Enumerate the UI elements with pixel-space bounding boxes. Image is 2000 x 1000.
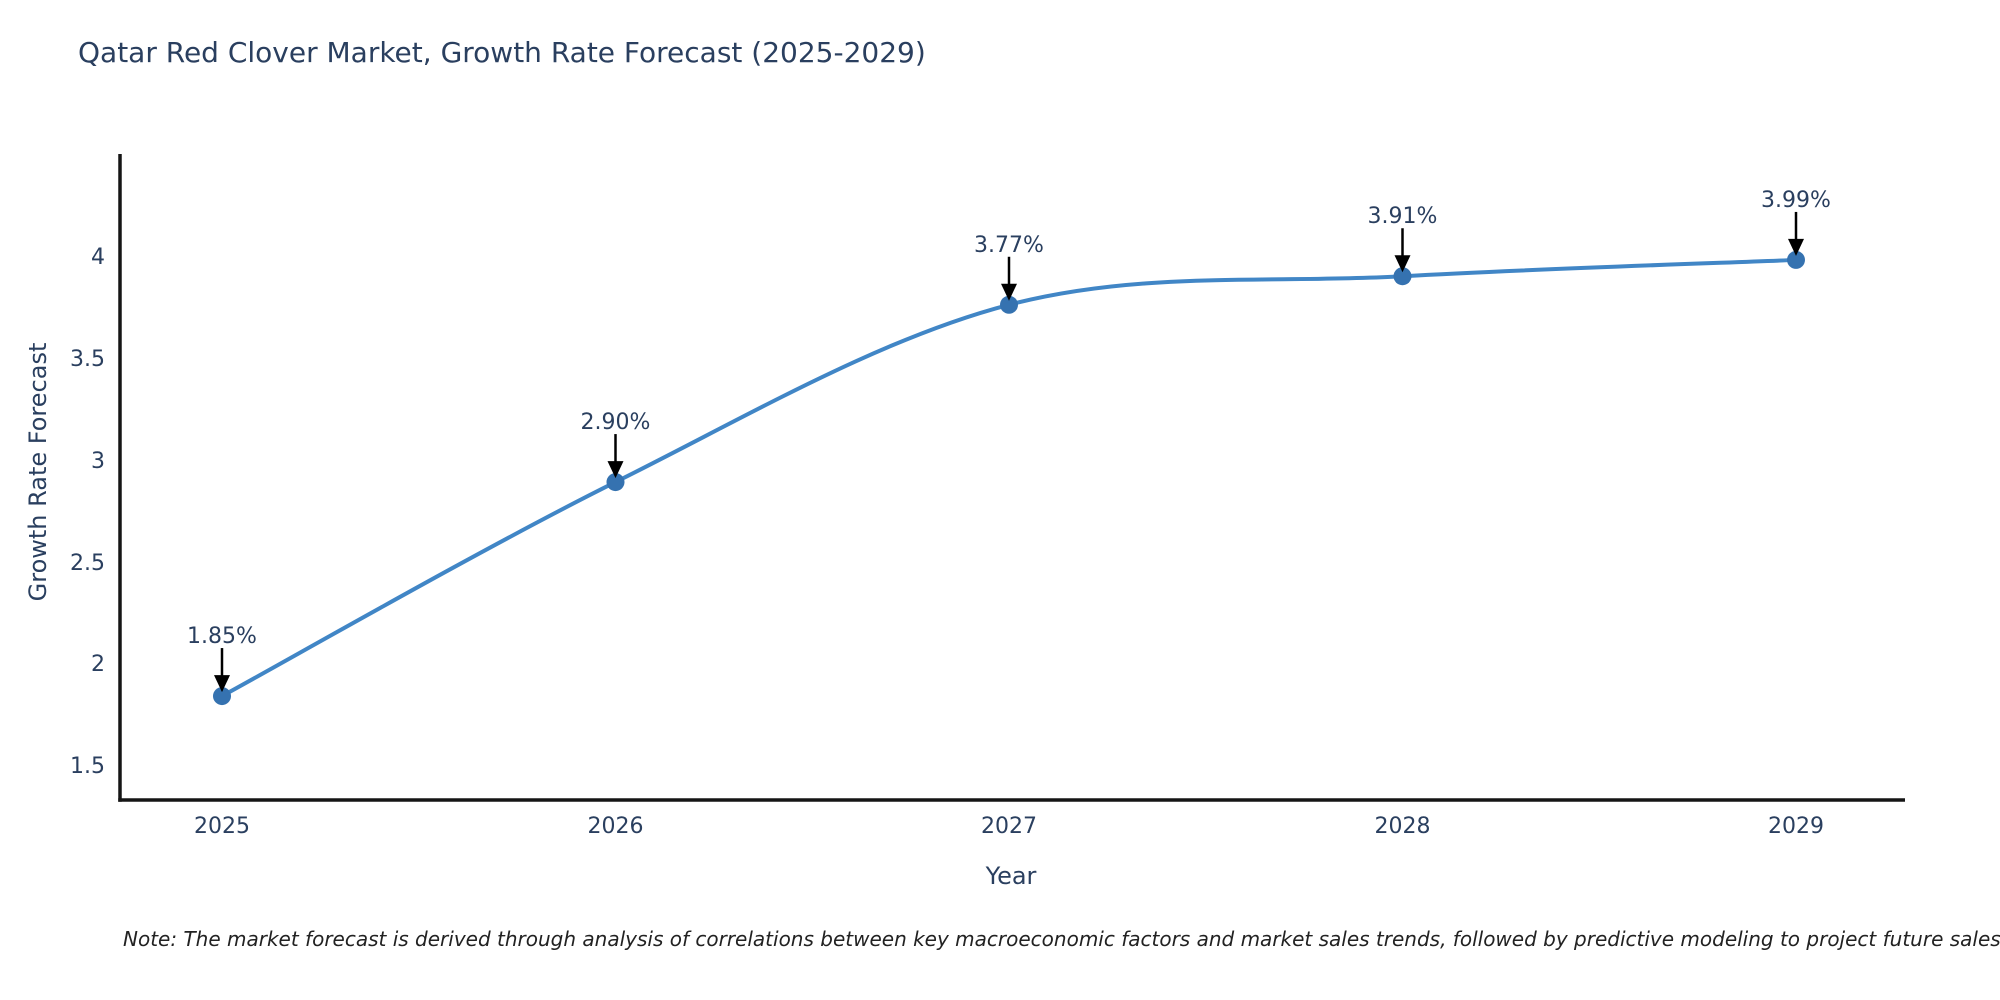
chart-title: Qatar Red Clover Market, Growth Rate For… (78, 36, 926, 69)
annotation-arrow-head (607, 461, 624, 479)
annotation-arrow-head (1788, 238, 1804, 256)
data-point-marker (1000, 295, 1018, 314)
x-tick-label: 2026 (587, 814, 644, 839)
data-point-label: 1.85% (187, 624, 257, 650)
annotation-arrow-head (1001, 283, 1017, 301)
x-tick-label: 2029 (1768, 814, 1824, 839)
x-axis-title: Year (985, 862, 1037, 890)
data-point-marker (606, 473, 625, 492)
data-point-label: 3.99% (1761, 187, 1831, 213)
footnote: Note: The market forecast is derived thr… (123, 927, 2000, 951)
data-point-label: 3.77% (974, 232, 1044, 258)
forecast-line-series (220, 257, 1798, 699)
data-point-marker (1393, 267, 1412, 286)
y-tick-label: 3 (91, 448, 105, 474)
y-tick-label: 1.5 (70, 754, 105, 780)
data-point-marker (1787, 250, 1805, 269)
y-tick-label: 2 (91, 652, 105, 678)
data-point-label: 3.91% (1367, 204, 1438, 230)
x-tick-label: 2028 (1374, 814, 1431, 839)
x-tick-label: 2025 (194, 814, 250, 839)
x-tick-label: 2027 (981, 814, 1037, 839)
y-tick-label: 4 (91, 244, 105, 270)
data-point-label: 2.90% (580, 410, 651, 436)
y-tick-label: 2.5 (70, 550, 105, 576)
annotation-arrow-head (214, 675, 230, 693)
data-point-marker (213, 687, 231, 706)
y-tick-label: 3.5 (70, 346, 105, 372)
y-axis-title: Growth Rate Forecast (24, 342, 52, 602)
annotation-arrow-head (1394, 255, 1411, 273)
